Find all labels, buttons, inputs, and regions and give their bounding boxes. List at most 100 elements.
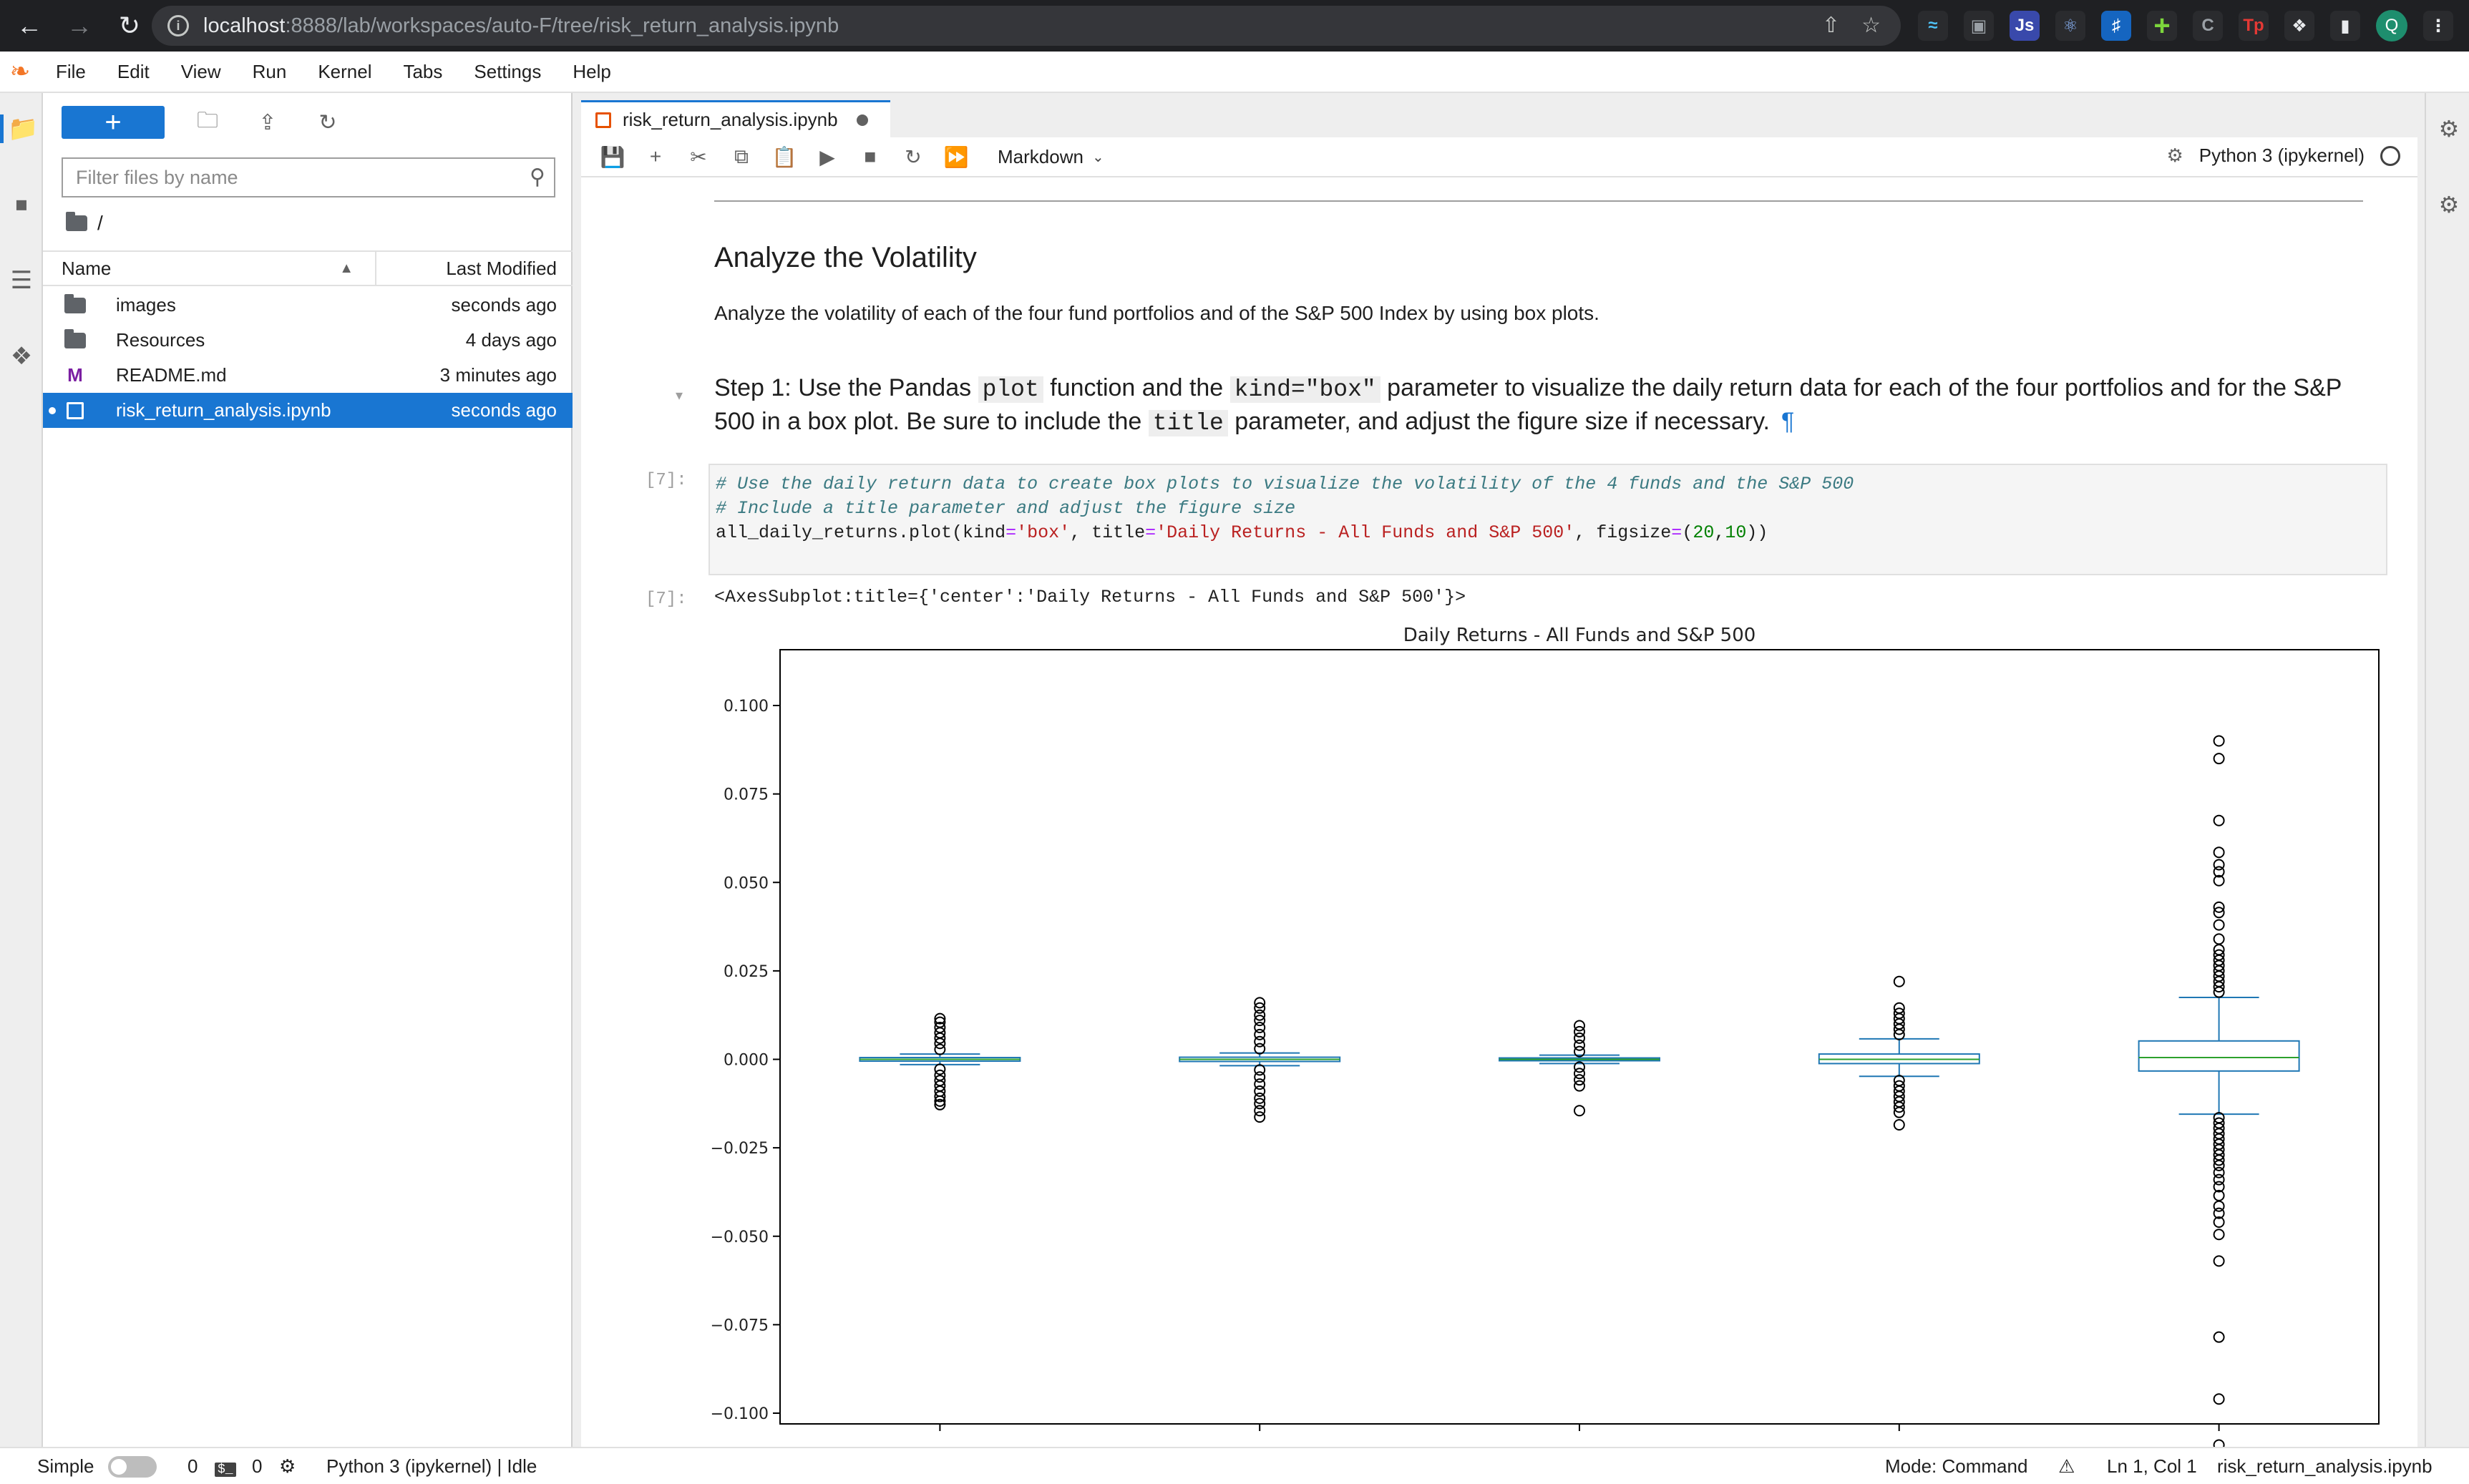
extension-icon[interactable]: Js [2010,11,2040,41]
address-bar[interactable]: i localhost:8888/lab/workspaces/auto-F/t… [152,6,1901,46]
file-list-header: Name ▲ Last Modified [43,250,573,286]
kernel-name[interactable]: Python 3 (ipykernel) [2198,145,2365,166]
extension-icon[interactable]: C [2193,11,2223,41]
extension-icon[interactable]: + [2147,10,2177,42]
share-icon[interactable]: ⇧ [1821,14,1841,37]
outlier-point [1893,1118,1905,1131]
star-icon[interactable]: ☆ [1861,14,1881,37]
menu-settings[interactable]: Settings [474,60,542,82]
notebook-content: Analyze the Volatility Analyze the volat… [581,179,2417,1447]
save-icon[interactable]: 💾 [600,145,625,168]
simple-mode-label: Simple [37,1455,94,1477]
collapse-caret-icon[interactable]: ▾ [676,388,683,404]
outlier-point [1254,1035,1266,1048]
box-1 [859,1012,1021,1110]
outlier-point [934,1012,946,1025]
list-item[interactable]: Resources 4 days ago [43,323,573,358]
terminal-icon: $_ [215,1455,236,1478]
outlier-point [2213,859,2225,871]
browser-toolbar: ← → ↻ i localhost:8888/lab/workspaces/au… [0,0,2469,52]
kernel-count[interactable]: 0 [252,1455,263,1477]
fast-forward-icon[interactable]: ⏩ [943,145,969,168]
list-item[interactable]: images seconds ago [43,288,573,323]
folder-icon[interactable]: 📁 [0,114,43,143]
toc-icon[interactable]: ☰ [10,267,33,294]
box-plot-chart: Daily Returns - All Funds and S&P 500 0.… [711,625,2380,1447]
outlier-point [934,1043,946,1055]
menu-run[interactable]: Run [252,60,287,82]
outlier-point [934,1098,946,1110]
restart-icon[interactable]: ↻ [905,145,922,168]
status-bar: Simple 0 $_ 0 ⚙ Python 3 (ipykernel) | I… [0,1447,2469,1484]
menu-help[interactable]: Help [573,60,611,82]
kernel-status[interactable]: Python 3 (ipykernel) | Idle [326,1455,537,1477]
outlier-point [2213,919,2225,931]
plus-icon[interactable]: + [649,145,662,167]
simple-mode-toggle[interactable] [108,1455,157,1478]
breadcrumb[interactable]: / [66,209,103,238]
outlier-point [2213,866,2225,878]
bug-icon[interactable]: ⚙ [2438,192,2460,218]
cut-icon[interactable]: ✂ [690,145,707,168]
extension-icon[interactable]: Tp [2239,11,2269,41]
y-axis: 0.100 0.075 0.050 0.025 0.000 −0.025 −0.050 −0.… [711,698,780,1423]
code-cell[interactable]: # Use the daily return data to create bo… [708,464,2387,575]
column-name[interactable]: Name ▲ [43,252,376,285]
breadcrumb-root[interactable]: / [97,212,103,234]
more-icon[interactable]: ⋮ [2423,11,2453,41]
upload-icon[interactable]: ⇪ [258,110,277,135]
left-activity-bar: 📁 ⏹ ☰ ❖ [0,93,43,1447]
menu-file[interactable]: File [56,60,86,82]
jupyter-logo-icon: ❧ [9,58,31,85]
menu-view[interactable]: View [180,60,221,82]
stop-icon[interactable]: ⏹ [15,190,28,218]
menu-tabs[interactable]: Tabs [403,60,443,82]
cursor-position[interactable]: Ln 1, Col 1 [2107,1455,2197,1477]
refresh-icon[interactable]: ↻ [318,110,337,135]
url-text[interactable]: localhost:8888/lab/workspaces/auto-F/tre… [203,14,839,37]
boxes [859,735,2300,1447]
output-text: <AxesSubplot:title={'center':'Daily Retu… [714,587,1466,607]
reload-icon[interactable]: ↻ [118,11,141,40]
column-last-modified[interactable]: Last Modified [446,257,557,279]
extension-icon[interactable]: ♯ [2101,11,2131,41]
outlier-point [2213,1229,2225,1241]
extension-icon[interactable]: ▣ [1964,11,1994,41]
avatar[interactable]: Q [2376,10,2407,42]
run-icon[interactable]: ▶ [819,145,835,168]
tab-notebook[interactable]: risk_return_analysis.ipynb [581,100,890,137]
step-heading[interactable]: Step 1: Use the Pandas plot function and… [714,374,2342,436]
bug-icon[interactable]: ⚙ [2166,145,2183,166]
sidepanel-icon[interactable]: ▮ [2330,11,2360,41]
extension-icon[interactable]: ≈ [1918,11,1948,41]
forward-icon[interactable]: → [67,11,92,40]
list-item[interactable]: risk_return_analysis.ipynb seconds ago [43,393,573,428]
no-entry-icon[interactable]: ⚠ [2058,1455,2075,1477]
info-icon[interactable]: i [167,15,189,36]
outlier-point [1893,1007,1905,1020]
paste-icon[interactable]: 📋 [771,145,797,168]
copy-icon[interactable]: ⧉ [734,145,749,167]
new-launcher-button[interactable]: + [62,106,165,139]
notebook-icon [67,401,84,419]
menu-kernel[interactable]: Kernel [318,60,372,82]
extension-icon[interactable]: ❖ [10,343,33,370]
outlier-point [1574,1045,1585,1058]
unsaved-dot-icon[interactable] [856,114,868,126]
cell-type-select[interactable]: Markdown ⌄ [998,145,1104,167]
gear-icon[interactable]: ⚙ [2438,116,2460,142]
outlier-point [2213,846,2225,859]
box-4 [1818,975,1980,1131]
sort-caret-icon: ▲ [339,260,354,276]
puzzle-icon[interactable]: ❖ [2284,11,2314,41]
list-item[interactable]: M README.md 3 minutes ago [67,364,557,386]
box-3 [1499,1020,1660,1117]
new-folder-icon[interactable]: 🗀 [197,108,218,132]
filter-input[interactable] [76,166,505,189]
terminal-count[interactable]: 0 [188,1455,198,1477]
back-icon[interactable]: ← [16,11,42,40]
outlier-point [1893,1101,1905,1113]
extension-icon[interactable]: ⚛ [2055,11,2085,41]
menu-edit[interactable]: Edit [117,60,150,82]
stop-square-icon[interactable]: ■ [864,145,877,167]
